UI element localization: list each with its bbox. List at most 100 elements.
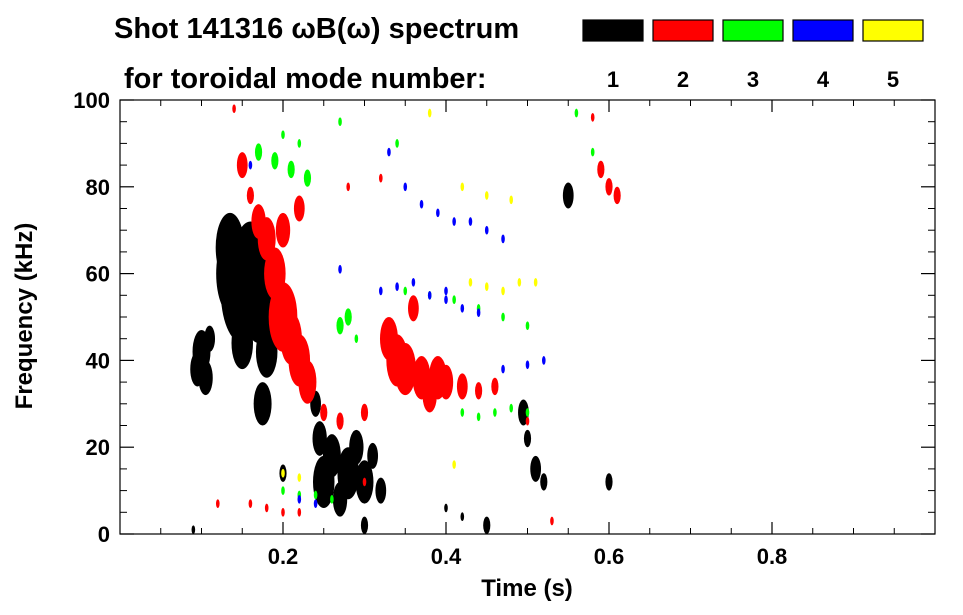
data-point-3-26 bbox=[338, 117, 342, 127]
data-point-1-20 bbox=[367, 442, 379, 469]
data-point-3-14 bbox=[525, 321, 530, 331]
data-point-1-23 bbox=[312, 421, 327, 456]
data-point-1-31 bbox=[562, 182, 574, 209]
x-axis-label: Time (s) bbox=[481, 575, 573, 602]
legend-swatch-1 bbox=[582, 19, 644, 42]
data-point-1-35 bbox=[460, 512, 465, 521]
data-point-2-11 bbox=[293, 195, 305, 222]
data-point-3-13 bbox=[501, 312, 505, 322]
data-point-4-2 bbox=[419, 199, 424, 209]
data-point-2-26 bbox=[605, 178, 613, 196]
data-point-3-18 bbox=[509, 403, 513, 413]
data-point-4-3 bbox=[436, 208, 440, 218]
data-point-1-27 bbox=[540, 473, 548, 491]
data-point-3-5 bbox=[297, 139, 302, 148]
data-point-5-4 bbox=[533, 277, 538, 287]
data-point-2-9 bbox=[298, 360, 317, 404]
data-point-2-34 bbox=[297, 507, 302, 517]
axes: 0.2 0.4 0.6 0.8 0 20 40 60 80 100 bbox=[73, 88, 935, 569]
data-point-4-13 bbox=[460, 303, 465, 313]
series-3 bbox=[254, 108, 595, 504]
data-point-3-0 bbox=[254, 143, 263, 161]
data-point-3-11 bbox=[452, 295, 456, 304]
data-point-2-35 bbox=[362, 477, 367, 487]
data-point-1-32 bbox=[605, 473, 613, 491]
data-point-4-4 bbox=[452, 217, 456, 226]
data-point-4-8 bbox=[379, 286, 383, 296]
data-point-4-10 bbox=[411, 277, 416, 287]
data-point-3-17 bbox=[493, 408, 497, 417]
data-point-1-25 bbox=[523, 429, 532, 448]
data-point-4-15 bbox=[501, 364, 505, 374]
data-point-4-17 bbox=[542, 356, 546, 365]
data-point-2-18 bbox=[408, 295, 419, 322]
data-point-4-21 bbox=[297, 494, 302, 504]
data-point-2-27 bbox=[597, 160, 605, 179]
data-point-5-8 bbox=[281, 468, 285, 478]
series-2 bbox=[216, 104, 621, 526]
data-point-2-10 bbox=[275, 212, 291, 248]
legend-swatch-4 bbox=[792, 19, 854, 42]
data-point-4-20 bbox=[444, 286, 448, 296]
data-point-4-7 bbox=[501, 234, 505, 244]
data-point-2-30 bbox=[216, 499, 220, 508]
data-point-2-13 bbox=[336, 412, 344, 430]
data-point-2-29 bbox=[590, 113, 595, 122]
data-point-5-7 bbox=[509, 195, 513, 205]
data-point-2-23 bbox=[456, 373, 468, 400]
data-point-2-25 bbox=[491, 377, 499, 396]
data-point-4-19 bbox=[338, 264, 342, 274]
legend-swatch-2 bbox=[652, 19, 714, 42]
chart-title-line1: Shot 141316 ωB(ω) spectrum bbox=[114, 13, 519, 45]
data-point-5-9 bbox=[297, 473, 302, 482]
data-point-4-9 bbox=[395, 282, 399, 291]
data-point-2-2 bbox=[246, 186, 254, 205]
data-point-4-18 bbox=[248, 160, 253, 170]
data-point-3-7 bbox=[344, 308, 352, 326]
data-point-1-26 bbox=[530, 455, 542, 482]
data-point-2-24 bbox=[475, 382, 483, 400]
legend-label-3: 3 bbox=[747, 67, 759, 92]
spectrum-marks bbox=[190, 104, 621, 534]
x-tick-label-0: 0.2 bbox=[268, 544, 299, 569]
series-5 bbox=[281, 108, 538, 482]
data-point-5-3 bbox=[517, 277, 522, 287]
data-point-1-28 bbox=[360, 516, 369, 534]
data-point-1-2 bbox=[198, 360, 213, 396]
data-point-4-11 bbox=[427, 290, 432, 300]
data-point-3-27 bbox=[395, 139, 399, 148]
data-point-5-2 bbox=[501, 286, 505, 296]
y-tick-label-0: 0 bbox=[98, 522, 110, 547]
data-point-2-12 bbox=[320, 403, 328, 422]
data-point-3-19 bbox=[525, 408, 530, 417]
data-point-4-6 bbox=[484, 225, 489, 235]
legend: 1 2 3 4 5 bbox=[582, 19, 924, 92]
data-point-2-37 bbox=[379, 173, 383, 183]
x-tick-label-3: 0.8 bbox=[757, 544, 788, 569]
data-point-4-12 bbox=[444, 295, 448, 304]
data-point-2-31 bbox=[248, 499, 253, 508]
data-point-3-6 bbox=[336, 317, 344, 335]
data-point-5-6 bbox=[484, 191, 489, 200]
data-point-4-14 bbox=[476, 308, 481, 317]
data-point-2-0 bbox=[232, 104, 236, 114]
data-point-2-36 bbox=[346, 182, 350, 192]
legend-swatch-5 bbox=[862, 19, 924, 42]
data-point-5-5 bbox=[460, 182, 465, 192]
data-point-2-32 bbox=[264, 503, 269, 513]
data-point-3-22 bbox=[313, 490, 318, 500]
data-point-4-0 bbox=[387, 147, 391, 157]
chart-title-line2: for toroidal mode number: bbox=[124, 63, 487, 95]
data-point-2-38 bbox=[525, 416, 530, 426]
data-point-4-1 bbox=[403, 182, 408, 192]
data-point-1-29 bbox=[483, 516, 491, 534]
data-point-3-2 bbox=[287, 160, 295, 179]
data-point-2-17 bbox=[394, 343, 417, 396]
y-tick-label-2: 40 bbox=[86, 348, 110, 373]
data-point-3-9 bbox=[403, 286, 408, 296]
series-1 bbox=[190, 182, 613, 534]
x-tick-label-1: 0.4 bbox=[431, 544, 462, 569]
y-tick-label-1: 20 bbox=[86, 435, 110, 460]
data-point-1-10 bbox=[253, 382, 272, 426]
